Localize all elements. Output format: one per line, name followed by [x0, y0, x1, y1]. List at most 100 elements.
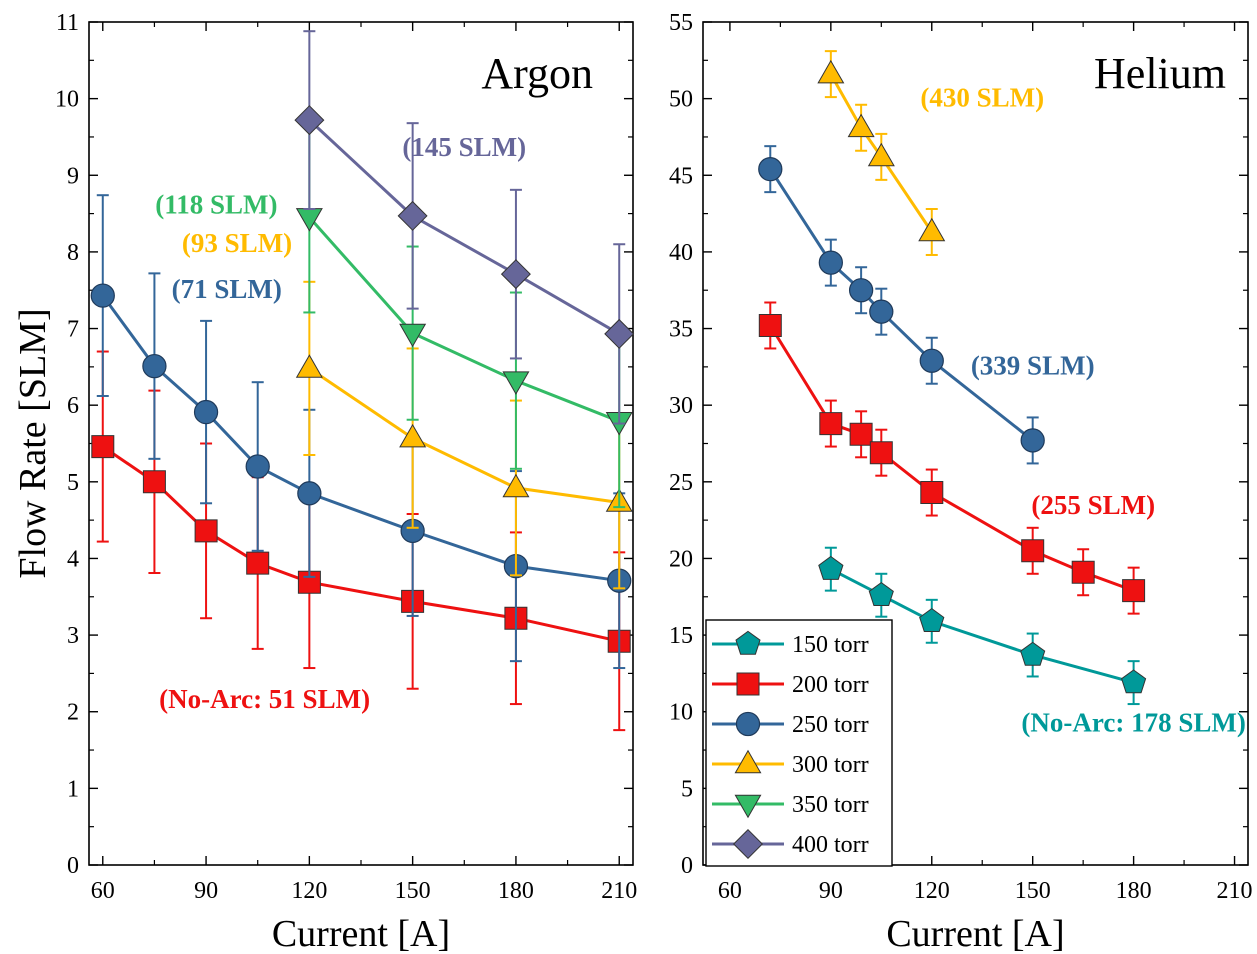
data-point	[397, 200, 428, 231]
x-tick-label: 210	[1217, 878, 1253, 904]
data-point	[399, 423, 427, 448]
data-point	[500, 259, 531, 290]
helium-panel: 0 5 10 15 20 25 30 35 40 45 50 55 60 90 120 150 180 210 Cu…	[669, 10, 1253, 954]
series-line	[308, 119, 620, 336]
legend-label: 400 torr	[792, 832, 869, 858]
x-tick-label: 150	[1015, 878, 1051, 904]
y-tick-label: 7	[67, 317, 79, 343]
y-tick-label: 4	[67, 546, 79, 572]
data-point	[502, 371, 530, 395]
legend-marker	[734, 749, 762, 774]
data-point	[867, 142, 895, 167]
data-point	[848, 278, 874, 303]
data-point	[142, 470, 166, 494]
data-point	[919, 348, 944, 373]
legend-box	[705, 619, 893, 867]
data-point	[849, 422, 873, 446]
x-tick-label: 180	[498, 878, 534, 904]
y-tick-label: 20	[669, 546, 693, 572]
series-200-torr	[758, 301, 1146, 615]
y-tick-label: 8	[67, 240, 79, 266]
legend-label: 200 torr	[792, 672, 869, 698]
data-point	[1020, 428, 1045, 453]
legend-marker	[734, 794, 762, 819]
series-line	[101, 294, 620, 583]
legend-label: 300 torr	[792, 752, 869, 778]
argon-panel: 0 1 2 3 4 5 6 7 8 9 10 11 60 90 120 150 180 210 Current [A…	[12, 10, 637, 954]
data-point	[297, 481, 322, 506]
legend: 150 torr 200 torr 250 torr 300 torr 350 torr…	[705, 619, 893, 867]
y-tick-label: 0	[67, 853, 79, 879]
legend-marker	[732, 828, 764, 860]
x-tick-label: 120	[914, 878, 950, 904]
annotation-label: (339 SLM)	[971, 351, 1095, 381]
data-point	[818, 555, 844, 580]
y-tick-label: 2	[67, 700, 79, 726]
legend-item-350-torr: 350 torr	[712, 792, 869, 819]
y-tick-label: 0	[681, 853, 693, 879]
series-line	[769, 168, 1034, 442]
data-point	[246, 551, 270, 575]
x-tick-label: 90	[819, 878, 843, 904]
data-point	[819, 412, 843, 436]
legend-item-150-torr: 150 torr	[712, 630, 869, 658]
y-tick-label: 6	[67, 393, 79, 419]
data-point	[1071, 560, 1095, 584]
series-line	[308, 216, 620, 423]
y-tick-label: 3	[67, 623, 79, 649]
data-point	[604, 318, 635, 349]
data-point	[1021, 539, 1045, 563]
panel-title: Helium	[1094, 49, 1226, 98]
x-tick-label: 60	[91, 878, 115, 904]
annotation-label: (No-Arc: 51 SLM)	[159, 684, 370, 714]
data-point	[918, 217, 946, 242]
y-tick-label: 5	[67, 470, 79, 496]
x-tick-label: 150	[395, 878, 431, 904]
data-point	[1121, 669, 1147, 694]
data-point	[142, 353, 167, 379]
legend-item-400-torr: 400 torr	[712, 828, 869, 860]
data-point	[90, 283, 115, 308]
annotation-label: (255 SLM)	[1031, 490, 1155, 520]
series-line	[829, 73, 934, 233]
data-point	[758, 314, 782, 337]
data-point	[920, 481, 944, 504]
annotation-label: (93 SLM)	[182, 228, 292, 258]
y-tick-label: 5	[681, 776, 693, 802]
legend-label: 350 torr	[792, 792, 869, 818]
series-300-torr	[295, 280, 633, 590]
x-axis-title: Current [A]	[886, 913, 1064, 954]
legend-item-250-torr: 250 torr	[712, 711, 869, 738]
data-point	[818, 250, 843, 275]
legend-label: 150 torr	[792, 632, 869, 658]
data-point	[1122, 579, 1146, 603]
y-tick-label: 55	[669, 10, 693, 36]
x-tick-label: 210	[601, 878, 637, 904]
y-tick-label: 25	[669, 470, 693, 496]
y-tick-label: 11	[56, 10, 79, 36]
data-point	[919, 607, 945, 632]
annotation-label: (145 SLM)	[402, 132, 526, 162]
series-line	[308, 367, 620, 504]
data-point	[869, 441, 893, 465]
x-tick-label: 60	[718, 878, 742, 904]
series-250-torr	[90, 194, 632, 670]
series-200-torr	[91, 350, 631, 732]
legend-marker	[735, 711, 761, 737]
plot-frame	[88, 21, 634, 866]
x-tick-label: 180	[1116, 878, 1152, 904]
series-400-torr	[294, 30, 635, 425]
x-axis-title: Current [A]	[272, 913, 450, 954]
data-point	[91, 435, 115, 459]
data-point	[868, 581, 894, 606]
data-point	[817, 59, 845, 84]
annotation-label: (No-Arc: 178 SLM)	[1021, 708, 1245, 738]
series-300-torr	[817, 50, 946, 256]
y-tick-label: 40	[669, 240, 693, 266]
y-tick-label: 35	[669, 317, 693, 343]
data-point	[295, 354, 323, 378]
data-point	[294, 105, 325, 136]
series-350-torr	[295, 121, 633, 509]
y-tick-label: 45	[669, 163, 693, 189]
y-tick-label: 10	[55, 87, 79, 113]
